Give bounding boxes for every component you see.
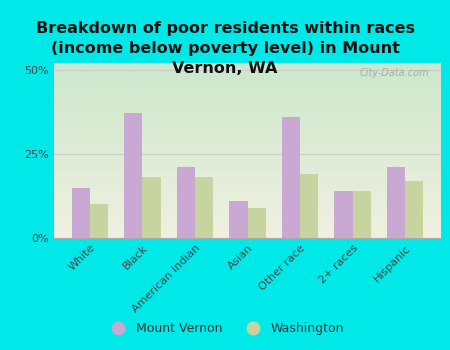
Bar bbox=[195, 177, 213, 238]
Text: City-Data.com: City-Data.com bbox=[360, 68, 429, 78]
Bar bbox=[72, 188, 90, 238]
Bar bbox=[334, 191, 352, 238]
Bar bbox=[387, 167, 405, 238]
Text: Breakdown of poor residents within races
(income below poverty level) in Mount
V: Breakdown of poor residents within races… bbox=[36, 21, 414, 76]
Bar bbox=[143, 177, 161, 238]
Bar bbox=[300, 174, 319, 238]
Bar bbox=[124, 113, 143, 238]
Legend: Mount Vernon, Washington: Mount Vernon, Washington bbox=[101, 317, 349, 340]
Bar bbox=[229, 201, 248, 238]
Bar bbox=[352, 191, 371, 238]
Bar bbox=[405, 181, 423, 238]
Bar bbox=[282, 117, 300, 238]
Bar bbox=[248, 208, 266, 238]
Bar bbox=[90, 204, 108, 238]
Bar bbox=[176, 167, 195, 238]
